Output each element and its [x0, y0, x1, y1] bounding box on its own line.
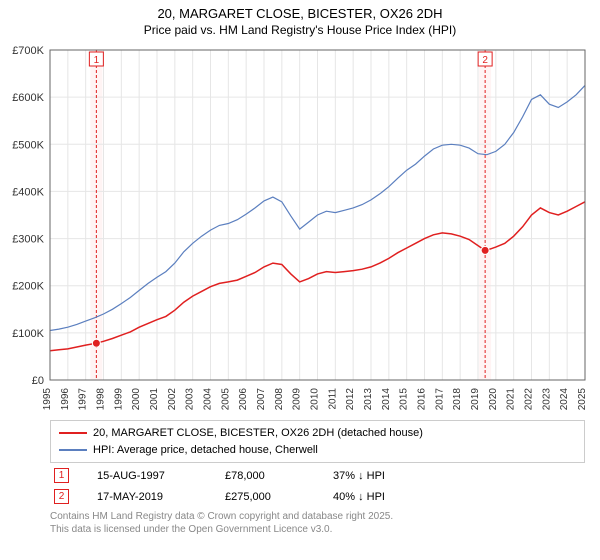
svg-text:2010: 2010	[310, 388, 321, 411]
event-price: £78,000	[225, 470, 305, 482]
svg-text:£500K: £500K	[12, 139, 44, 151]
svg-text:2018: 2018	[452, 388, 463, 411]
svg-text:2014: 2014	[381, 388, 392, 411]
svg-text:2012: 2012	[345, 388, 356, 411]
svg-text:£0: £0	[32, 375, 44, 387]
legend-swatch	[59, 449, 87, 451]
svg-text:1: 1	[94, 55, 100, 66]
svg-text:1998: 1998	[96, 388, 107, 411]
svg-text:2013: 2013	[363, 388, 374, 411]
svg-text:1996: 1996	[60, 388, 71, 411]
attribution-line2: This data is licensed under the Open Gov…	[50, 523, 585, 536]
svg-text:£600K: £600K	[12, 92, 44, 104]
svg-text:1999: 1999	[113, 388, 124, 411]
legend-label: HPI: Average price, detached house, Cher…	[93, 442, 318, 459]
svg-text:£400K: £400K	[12, 186, 44, 198]
svg-text:£200K: £200K	[12, 281, 44, 293]
event-date: 17-MAY-2019	[97, 491, 197, 503]
svg-text:£100K: £100K	[12, 328, 44, 340]
event-hpi: 37% ↓ HPI	[333, 470, 585, 482]
svg-text:1995: 1995	[42, 388, 53, 411]
svg-text:£300K: £300K	[12, 234, 44, 246]
svg-text:2005: 2005	[220, 388, 231, 411]
svg-text:2: 2	[482, 55, 488, 66]
svg-text:2002: 2002	[167, 388, 178, 411]
svg-text:2004: 2004	[203, 388, 214, 411]
event-hpi: 40% ↓ HPI	[333, 491, 585, 503]
svg-text:2011: 2011	[327, 388, 338, 410]
svg-text:2007: 2007	[256, 388, 267, 411]
svg-text:2001: 2001	[149, 388, 160, 411]
svg-text:2008: 2008	[274, 388, 285, 411]
event-date: 15-AUG-1997	[97, 470, 197, 482]
event-price: £275,000	[225, 491, 305, 503]
legend-swatch	[59, 432, 87, 434]
legend-label: 20, MARGARET CLOSE, BICESTER, OX26 2DH (…	[93, 425, 423, 442]
line-chart: £0 £100K £200K £300K £400K £500K £600K £700K 199…	[0, 0, 600, 420]
svg-text:1997: 1997	[78, 388, 89, 411]
svg-text:2024: 2024	[559, 388, 570, 411]
svg-text:2015: 2015	[399, 388, 410, 411]
svg-text:2020: 2020	[488, 388, 499, 411]
events-table: 1 15-AUG-1997 £78,000 37% ↓ HPI 2 17-MAY-2019…	[50, 462, 585, 510]
svg-text:2019: 2019	[470, 388, 481, 411]
svg-text:£700K: £700K	[12, 45, 44, 57]
legend-item: HPI: Average price, detached house, Cher…	[59, 442, 576, 459]
svg-text:2025: 2025	[577, 388, 588, 411]
attribution: Contains HM Land Registry data © Crown c…	[50, 510, 585, 536]
event-row: 2 17-MAY-2019 £275,000 40% ↓ HPI	[50, 489, 585, 504]
attribution-line1: Contains HM Land Registry data © Crown c…	[50, 510, 585, 523]
event-marker: 2	[54, 489, 69, 504]
svg-text:2006: 2006	[238, 388, 249, 411]
svg-text:2000: 2000	[131, 388, 142, 411]
svg-text:2021: 2021	[506, 388, 517, 411]
legend: 20, MARGARET CLOSE, BICESTER, OX26 2DH (…	[50, 420, 585, 463]
svg-text:2022: 2022	[524, 388, 535, 411]
event-row: 1 15-AUG-1997 £78,000 37% ↓ HPI	[50, 468, 585, 483]
event-marker: 1	[54, 468, 69, 483]
svg-text:2003: 2003	[185, 388, 196, 411]
svg-text:2017: 2017	[434, 388, 445, 411]
svg-text:2016: 2016	[417, 388, 428, 411]
svg-text:2009: 2009	[292, 388, 303, 411]
legend-item: 20, MARGARET CLOSE, BICESTER, OX26 2DH (…	[59, 425, 576, 442]
svg-text:2023: 2023	[541, 388, 552, 411]
